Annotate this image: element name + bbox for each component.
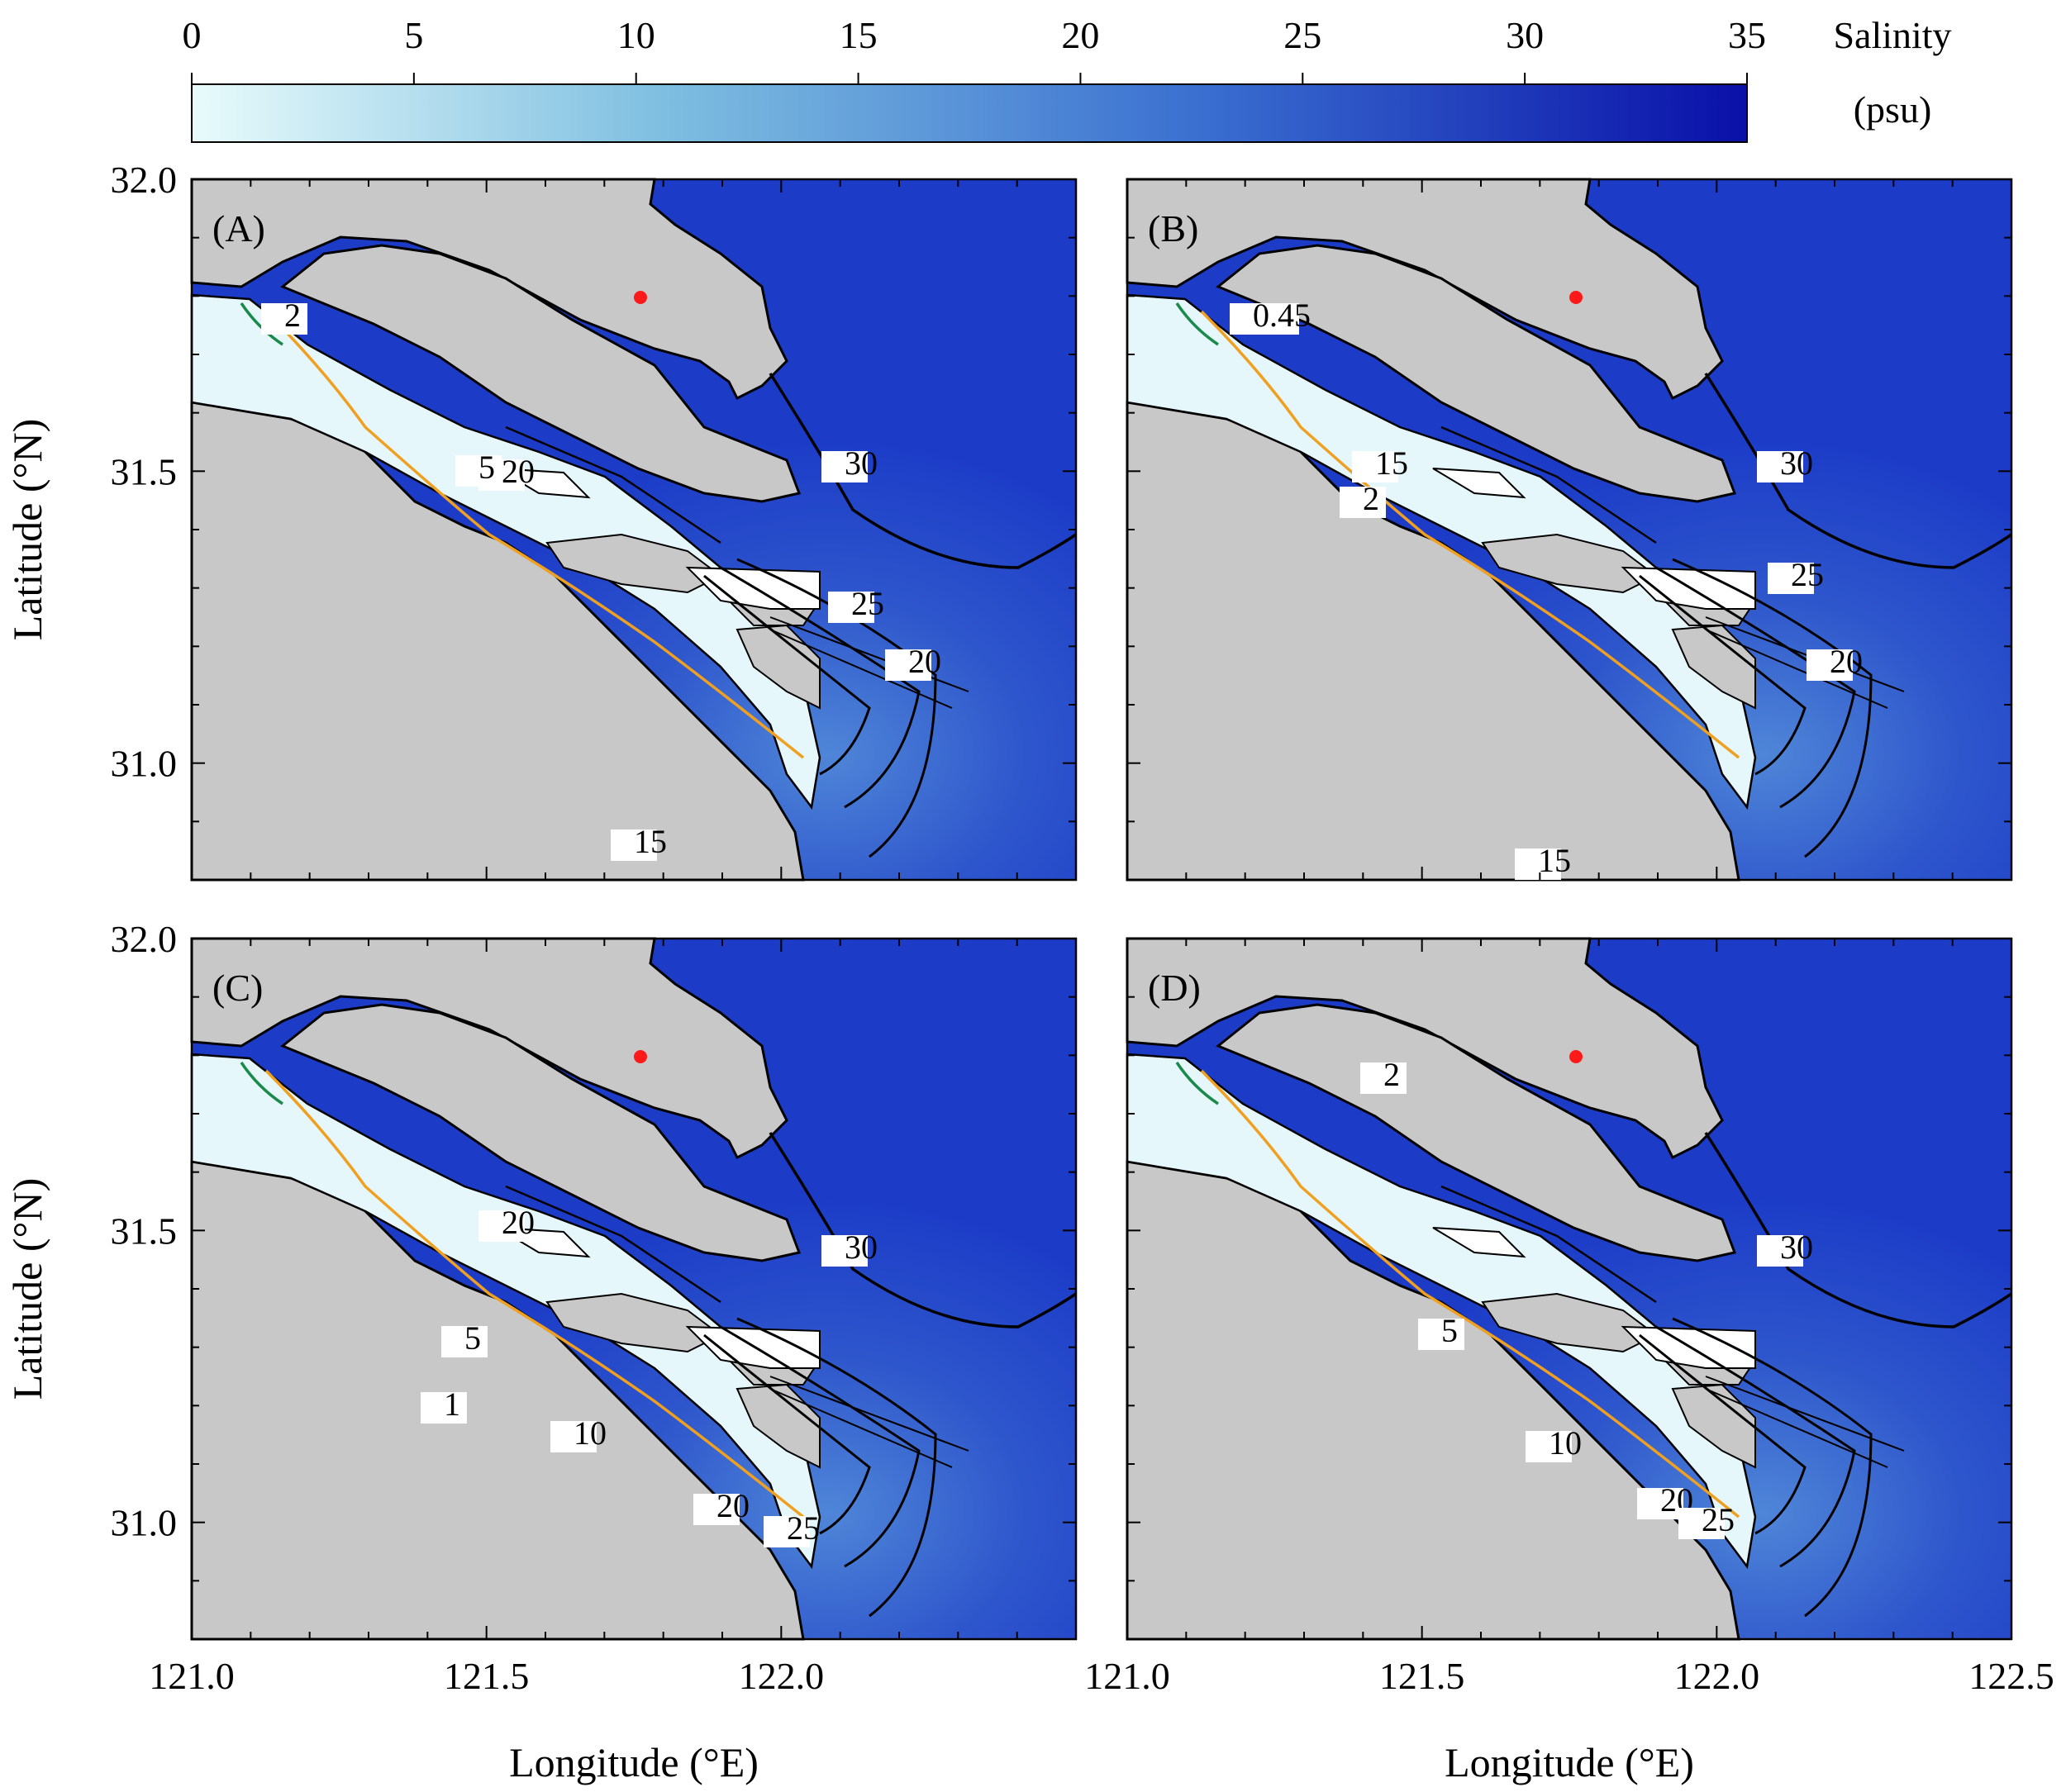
overlays: 3020525201523015225200.45153020511020253…: [261, 291, 1863, 1547]
contour-label: 30: [1780, 444, 1813, 482]
contour-label-bg: [421, 1392, 467, 1424]
contour-label-bg: [1768, 563, 1814, 594]
axes: 32.0 31.5 31.0 32.0 31.5 31.0 121.0 121.5 122.0 1…: [111, 159, 2054, 1697]
panel-D: (D): [1126, 937, 2013, 1641]
contour-label: 20: [1830, 643, 1863, 680]
panel-A: (A): [190, 178, 1078, 882]
contour-label-bg: [1515, 848, 1561, 880]
station-marker: [634, 291, 647, 304]
panel-label: (D): [1148, 967, 1201, 1009]
contour-label-bg: [550, 1421, 597, 1452]
colorbar-tick-label: 25: [1283, 14, 1321, 56]
contour-label: 5: [464, 1319, 481, 1357]
x-tick-label: 121.0: [149, 1655, 235, 1697]
contour-label: 30: [1780, 1229, 1813, 1266]
y-tick-label: 31.5: [111, 1210, 178, 1252]
y-tick-label: 32.0: [111, 159, 178, 201]
panel-label: (B): [1148, 207, 1198, 250]
contour-label: 15: [634, 823, 667, 860]
contour-label-bg: [885, 649, 931, 681]
contour-label: 2: [1383, 1056, 1400, 1093]
station-marker: [634, 1050, 647, 1063]
colorbar-tick-label: 0: [183, 14, 202, 56]
contour-label: 2: [1363, 480, 1379, 517]
contour-label: 10: [1549, 1424, 1582, 1462]
x-axis-label-right: Longitude (°E): [1445, 1739, 1694, 1785]
colorbar-unit: (psu): [1854, 88, 1932, 131]
contour-label: 25: [787, 1509, 820, 1547]
contour-label: 20: [502, 453, 535, 490]
panel-label: (C): [212, 967, 263, 1009]
contour-label: 5: [1441, 1312, 1458, 1349]
contour-label-bg: [1637, 1488, 1683, 1519]
contour-label-bg: [1757, 1235, 1803, 1267]
colorbar-gradient: [191, 83, 1748, 143]
contour-label: 25: [851, 585, 884, 622]
contour-label-bg: [1757, 451, 1803, 482]
y-axis-label-top: Latitude (°N): [4, 419, 50, 641]
contour-label: 10: [574, 1414, 607, 1452]
station-marker: [1569, 1050, 1583, 1063]
x-tick-label: 122.5: [1968, 1655, 2054, 1697]
contour-label-bg: [1418, 1319, 1464, 1350]
contour-label-bg: [821, 1235, 868, 1267]
contour-label-bg: [611, 829, 657, 861]
panel-C: (C): [190, 937, 1078, 1641]
contour-label-bg: [455, 455, 502, 487]
contour-label-bg: [764, 1516, 810, 1547]
colorbar-tick-label: 10: [617, 14, 655, 56]
contour-label-bg: [1678, 1508, 1725, 1539]
contour-label-bg: [441, 1326, 488, 1357]
colorbar-tick-label: 30: [1506, 14, 1544, 56]
x-tick-label: 122.0: [1674, 1655, 1760, 1697]
contour-label: 15: [1538, 842, 1571, 879]
contour-label-bg: [1807, 649, 1853, 681]
colorbar-tick-label: 20: [1061, 14, 1099, 56]
colorbar-tick-label: 5: [404, 14, 423, 56]
y-tick-label: 31.0: [111, 1502, 178, 1544]
contour-label: 15: [1375, 444, 1408, 482]
contour-label: 2: [284, 297, 301, 334]
y-axis-label-bottom: Latitude (°N): [4, 1178, 50, 1400]
contour-label: 5: [478, 449, 495, 486]
panel-B: (B): [1126, 178, 2013, 882]
colorbar-tick-label: 15: [840, 14, 878, 56]
colorbar: 0 5 10 15 20 25 30 35 Salinity (psu): [183, 14, 1952, 143]
x-tick-label: 121.0: [1084, 1655, 1170, 1697]
y-tick-label: 32.0: [111, 918, 178, 960]
contour-label-bg: [1526, 1431, 1572, 1462]
x-tick-label: 121.5: [1379, 1655, 1465, 1697]
colorbar-ticks: 0 5 10 15 20 25 30 35: [183, 14, 1766, 84]
x-tick-label: 121.5: [444, 1655, 530, 1697]
x-axis-label-left: Longitude (°E): [509, 1739, 759, 1785]
contour-label: 30: [845, 444, 878, 482]
contour-label: 30: [845, 1229, 878, 1266]
contour-label-bg: [1360, 1062, 1407, 1094]
y-tick-label: 31.5: [111, 450, 178, 492]
contour-label: 25: [1791, 556, 1824, 593]
contour-label-bg: [693, 1494, 740, 1525]
contour-label-bg: [261, 303, 307, 335]
y-tick-label: 31.0: [111, 743, 178, 785]
contour-label: 25: [1702, 1501, 1735, 1538]
colorbar-title: Salinity: [1833, 14, 1951, 56]
contour-label: 20: [716, 1487, 750, 1524]
contour-label-bg: [1230, 303, 1299, 335]
contour-label: 0.45: [1253, 297, 1311, 334]
panel-label: (A): [212, 207, 265, 250]
contour-label: 20: [502, 1204, 535, 1241]
contour-label: 20: [908, 643, 941, 680]
contour-label: 1: [444, 1386, 460, 1423]
contour-label-bg: [828, 592, 874, 623]
station-marker: [1569, 291, 1583, 304]
contour-label-bg: [1340, 487, 1386, 518]
x-tick-label: 122.0: [739, 1655, 825, 1697]
contour-label-bg: [478, 1210, 525, 1242]
contour-label-bg: [1352, 451, 1398, 482]
contour-label-bg: [821, 451, 868, 482]
colorbar-tick-label: 35: [1728, 14, 1766, 56]
